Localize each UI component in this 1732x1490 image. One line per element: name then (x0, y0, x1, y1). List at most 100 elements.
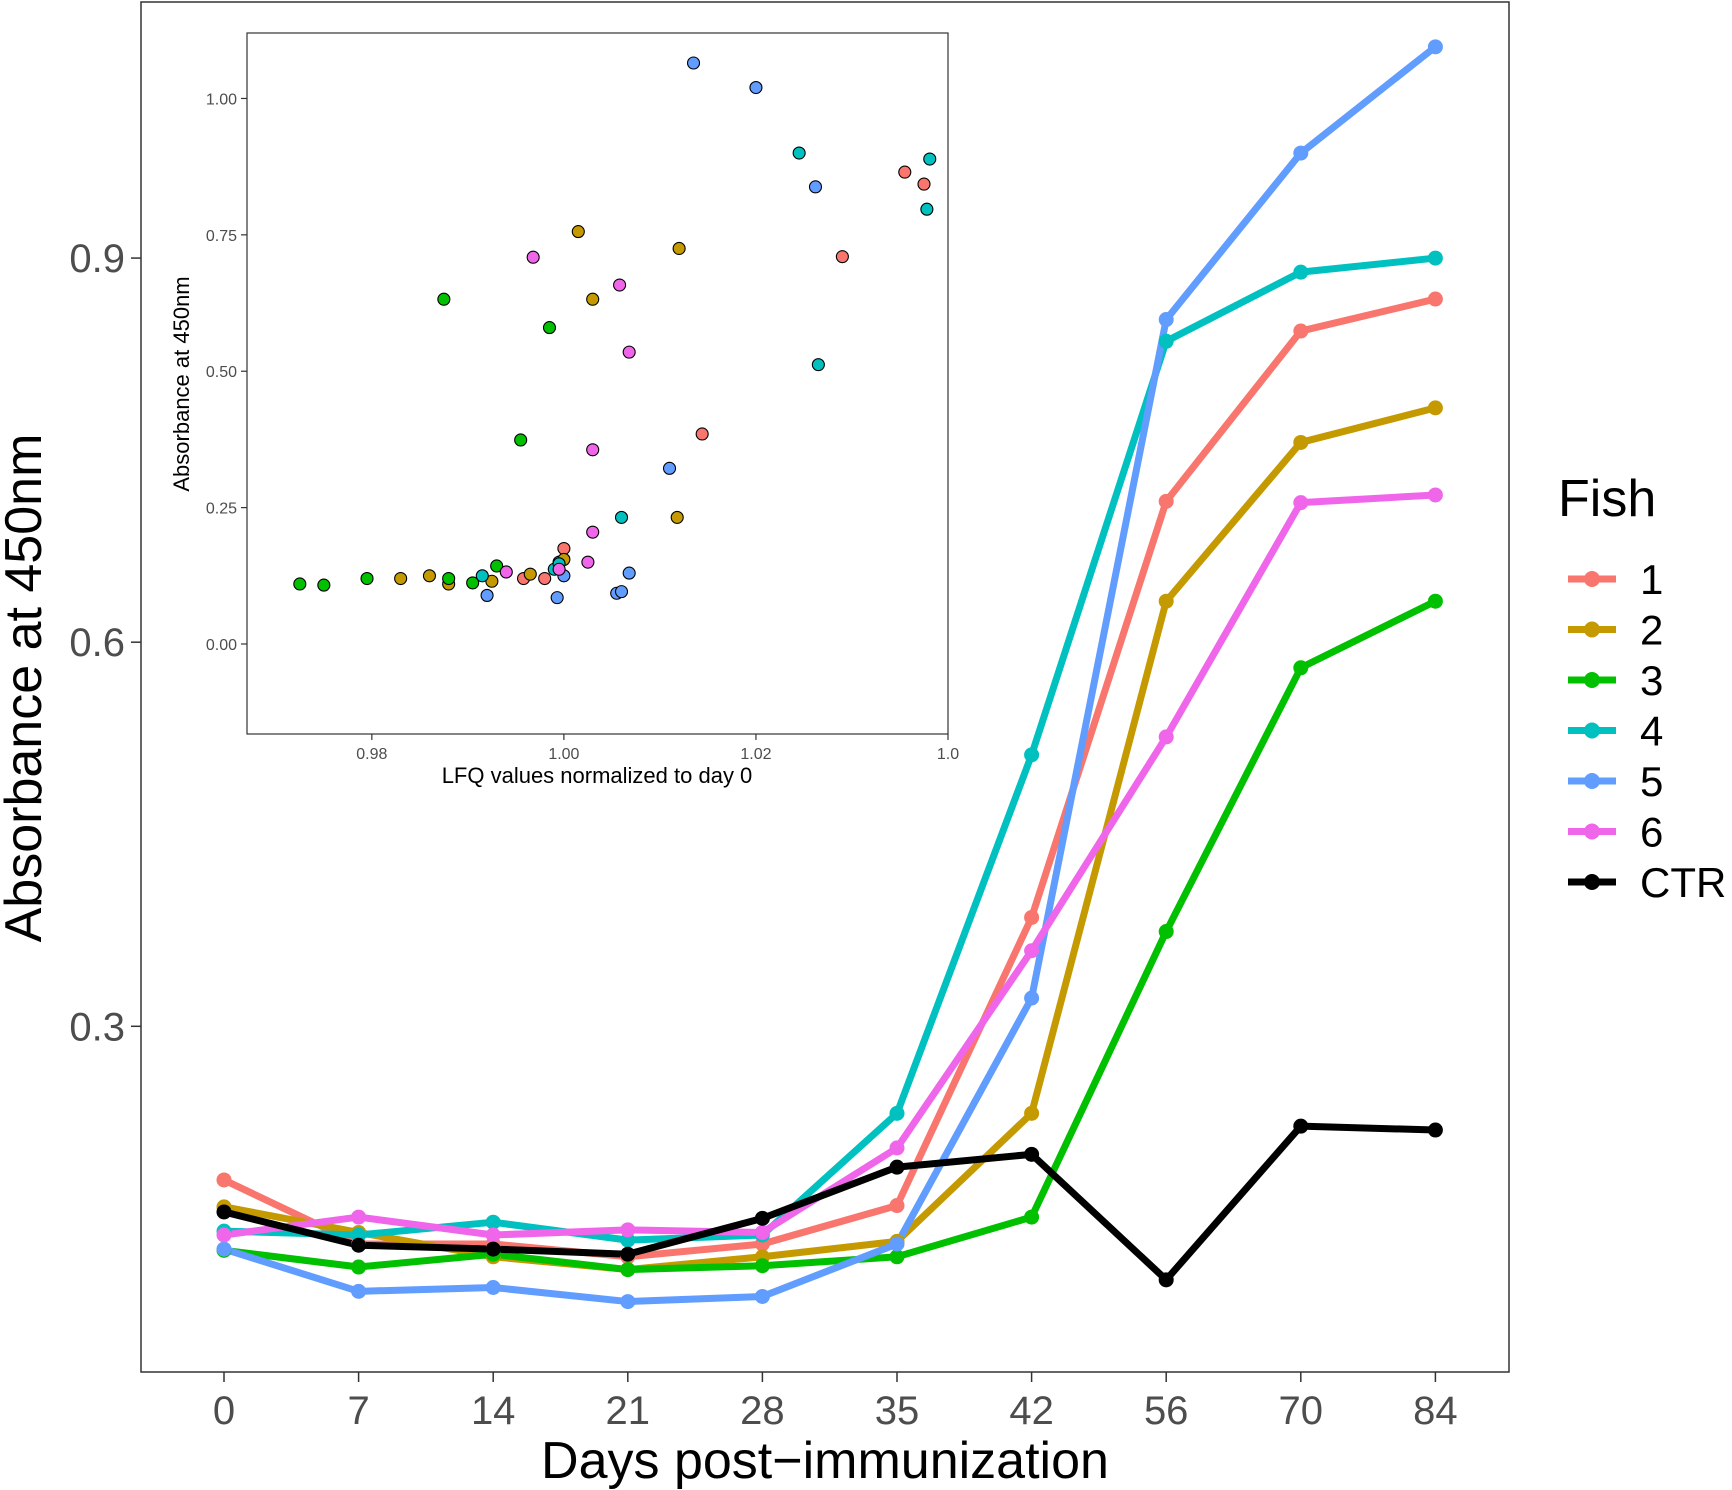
series-6-point-70 (1293, 495, 1309, 511)
main-x-axis-title: Days post−immunization (541, 1432, 1109, 1490)
legend-label-3: 3 (1640, 657, 1663, 704)
inset-y-tick-label-0.00: 0.00 (206, 637, 237, 654)
inset-y-axis-title: Absorbance at 450nm (169, 276, 194, 491)
series-3-point-42 (1024, 1209, 1040, 1225)
legend-marker-3 (1584, 672, 1600, 688)
series-5-point-42 (1024, 990, 1040, 1006)
inset-point-6-3 (581, 555, 595, 569)
legend-marker-CTR (1584, 874, 1600, 890)
inset-y-tick-label-0.50: 0.50 (206, 364, 237, 381)
inset-point-6-1 (526, 250, 540, 264)
series-4-point-70 (1293, 264, 1309, 280)
inset-point-2-0 (394, 571, 408, 586)
inset-point-4-7 (923, 152, 937, 166)
main-series-points (216, 39, 1443, 1310)
main-x-tick-label-35: 35 (875, 1389, 920, 1433)
series-5-point-21 (620, 1294, 636, 1310)
inset-point-3-6 (490, 559, 504, 573)
main-x-tick-label-21: 21 (606, 1389, 651, 1433)
inset-point-1-5 (835, 250, 849, 264)
inset-x-tick-label-2: 1.02 (740, 746, 771, 763)
legend-title: Fish (1558, 470, 1656, 528)
inset-point-4-3 (614, 510, 629, 524)
legend-marker-2 (1584, 621, 1600, 638)
series-6-point-35 (889, 1140, 905, 1156)
inset-point-4-6 (920, 202, 934, 216)
series-1-point-70 (1293, 323, 1309, 339)
inset-point-6-0 (499, 565, 513, 579)
series-6-point-0 (216, 1227, 232, 1243)
inset-point-5-4 (614, 585, 629, 599)
inset-point-2-9 (672, 241, 686, 256)
legend-marker-6 (1584, 823, 1600, 840)
inset-point-6-2 (552, 562, 566, 576)
series-CTR-point-21 (620, 1246, 636, 1262)
inset-point-6-7 (622, 345, 636, 359)
series-CTR-point-56 (1158, 1272, 1174, 1288)
series-3-point-28 (754, 1258, 770, 1274)
inset-point-3-4 (442, 571, 456, 586)
inset-point-2-7 (586, 292, 600, 306)
series-3-point-7 (351, 1259, 367, 1275)
inset-point-3-2 (360, 571, 374, 586)
legend-marker-1 (1584, 571, 1600, 587)
inset-point-5-0 (480, 588, 494, 602)
series-CTR-point-28 (754, 1210, 770, 1226)
inset-point-1-1 (538, 571, 552, 586)
series-5-point-70 (1293, 145, 1309, 161)
series-5-point-35 (889, 1236, 905, 1252)
inset-point-4-0 (475, 569, 489, 583)
legend-label-4: 4 (1640, 708, 1663, 755)
inset-point-2-4 (523, 567, 537, 581)
inset-x-tick-label-3: 1.0 (937, 746, 959, 763)
series-2-point-84 (1427, 400, 1443, 416)
inset-point-5-9 (808, 180, 823, 194)
series-line-CTR (220, 1122, 1439, 1284)
series-6-point-84 (1427, 487, 1443, 503)
series-2-point-56 (1158, 593, 1174, 609)
inset-point-5-1 (550, 591, 564, 605)
inset-chart: 0.00 0.25 0.50 0.75 1.00 0.98 1.00 1.02 1.0 LFQ… (169, 32, 959, 788)
inset-point-1-3 (557, 541, 571, 556)
inset-point-1-7 (917, 177, 931, 191)
series-CTR-point-84 (1427, 1122, 1443, 1138)
series-1-point-0 (216, 1172, 232, 1188)
main-y-tick-label-0.6: 0.6 (69, 621, 125, 665)
inset-y-tick-label-1.00: 1.00 (206, 91, 237, 108)
main-x-tick-label-56: 56 (1144, 1389, 1189, 1433)
series-3-point-84 (1427, 593, 1443, 609)
main-y-axis: 0.3 0.6 0.9 (69, 237, 141, 1049)
series-1-point-84 (1427, 291, 1443, 307)
inset-point-4-5 (811, 358, 825, 372)
legend-marker-5 (1584, 773, 1600, 789)
main-x-tick-label-28: 28 (740, 1389, 785, 1433)
inset-point-6-4 (586, 443, 600, 457)
series-4-point-14 (485, 1214, 501, 1230)
legend-label-1: 1 (1640, 556, 1663, 603)
inset-plot-frame (246, 32, 949, 735)
series-4-point-35 (889, 1105, 905, 1121)
series-5-point-14 (485, 1279, 501, 1295)
series-CTR-point-0 (216, 1204, 232, 1220)
legend-marker-4 (1584, 722, 1600, 739)
inset-x-tick-label-1: 1.00 (548, 746, 579, 763)
series-6-point-28 (754, 1224, 770, 1240)
inset-point-1-4 (695, 427, 709, 441)
legend-label-6: 6 (1640, 809, 1663, 856)
series-6-point-14 (485, 1227, 501, 1243)
series-CTR-point-42 (1024, 1146, 1040, 1162)
series-3-point-70 (1293, 660, 1309, 676)
main-x-tick-label-84: 84 (1413, 1389, 1458, 1433)
series-6-point-21 (620, 1222, 636, 1238)
inset-point-5-7 (686, 56, 701, 70)
inset-x-tick-label-0: 0.98 (356, 746, 387, 763)
series-4-point-56 (1158, 333, 1174, 349)
main-y-tick-label-0.3: 0.3 (69, 1005, 125, 1049)
series-line-3 (220, 597, 1439, 1274)
series-1-point-42 (1024, 909, 1040, 925)
legend-label-CTR: CTR (1640, 859, 1726, 906)
main-x-tick-label-14: 14 (471, 1389, 516, 1433)
main-x-tick-label-7: 7 (347, 1389, 369, 1433)
series-CTR-point-14 (485, 1241, 501, 1257)
